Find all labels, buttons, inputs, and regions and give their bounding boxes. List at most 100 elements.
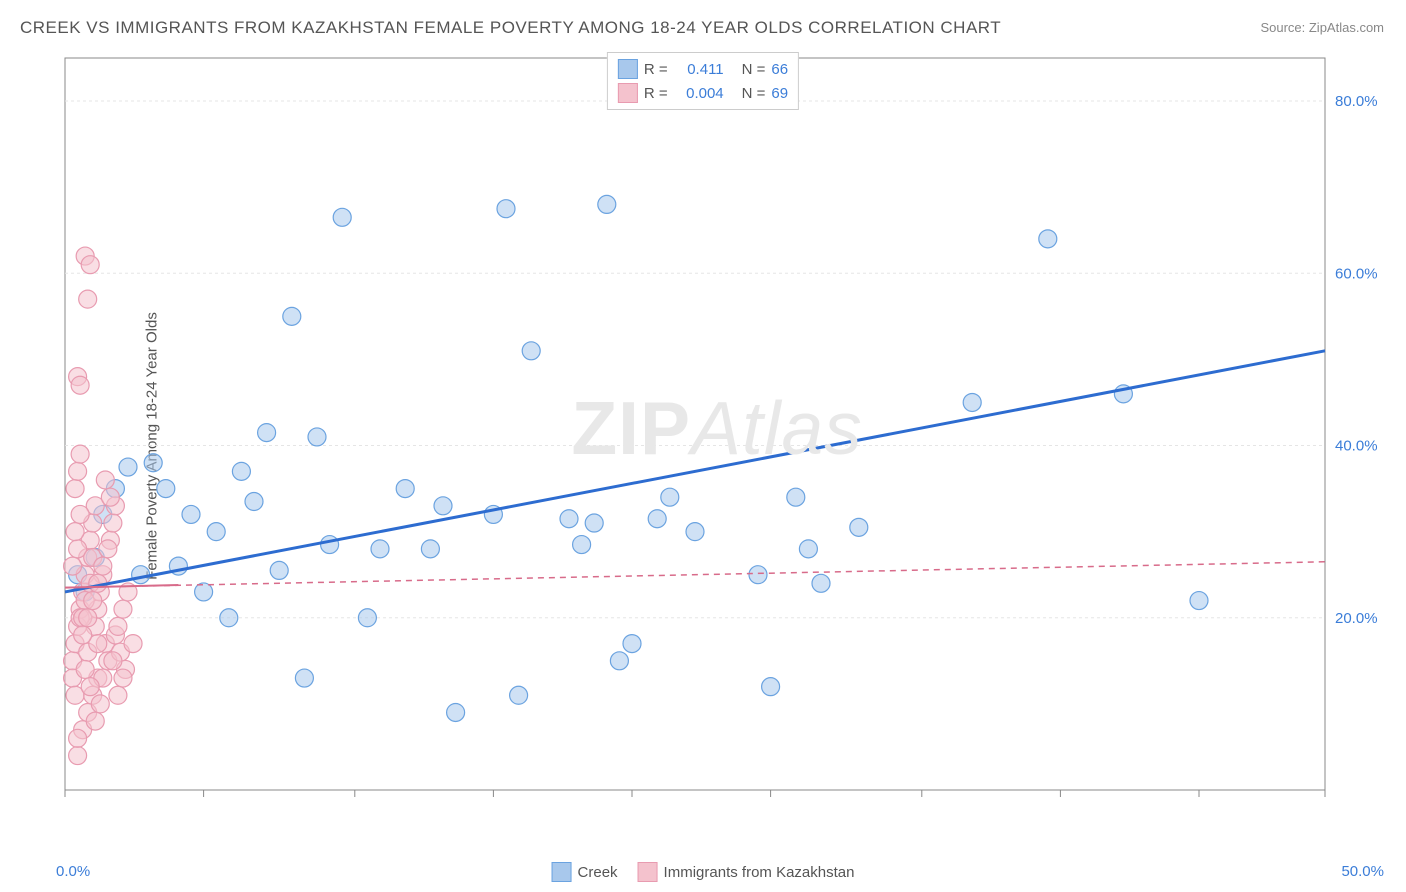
data-point <box>109 686 127 704</box>
data-point <box>850 518 868 536</box>
chart-container: CREEK VS IMMIGRANTS FROM KAZAKHSTAN FEMA… <box>0 0 1406 892</box>
legend-label: Immigrants from Kazakhstan <box>664 864 855 881</box>
data-point <box>283 307 301 325</box>
legend-n-value: 66 <box>771 61 788 78</box>
x-axis-min-label: 0.0% <box>56 863 90 880</box>
data-point <box>69 462 87 480</box>
data-point <box>1190 592 1208 610</box>
legend-item: Immigrants from Kazakhstan <box>638 862 855 882</box>
data-point <box>799 540 817 558</box>
data-point <box>573 536 591 554</box>
y-tick-label: 40.0% <box>1335 438 1378 455</box>
data-point <box>308 428 326 446</box>
data-point <box>623 635 641 653</box>
data-point <box>497 200 515 218</box>
legend-swatch <box>638 862 658 882</box>
data-point <box>76 660 94 678</box>
data-point <box>812 574 830 592</box>
y-tick-label: 60.0% <box>1335 265 1378 282</box>
data-point <box>96 471 114 489</box>
series-immigrants-from-kazakhstan <box>64 247 142 764</box>
data-point <box>749 566 767 584</box>
data-point <box>371 540 389 558</box>
legend-row: R = 0.411 N = 66 <box>618 57 788 81</box>
data-point <box>610 652 628 670</box>
data-point <box>69 747 87 765</box>
data-point <box>94 557 112 575</box>
watermark: ZIPAtlas <box>571 385 862 471</box>
data-point <box>144 454 162 472</box>
data-point <box>66 523 84 541</box>
data-point <box>104 514 122 532</box>
legend-swatch <box>618 83 638 103</box>
data-point <box>99 540 117 558</box>
data-point <box>245 493 263 511</box>
data-point <box>71 445 89 463</box>
data-point <box>182 505 200 523</box>
legend-swatch <box>618 59 638 79</box>
data-point <box>295 669 313 687</box>
data-point <box>787 488 805 506</box>
data-point <box>132 566 150 584</box>
legend-n-label: N = <box>742 85 766 102</box>
data-point <box>91 695 109 713</box>
data-point <box>321 536 339 554</box>
data-point <box>81 256 99 274</box>
data-point <box>220 609 238 627</box>
legend-r-label: R = <box>644 85 668 102</box>
legend-correlation: R = 0.411 N = 66 R = 0.004 N = 69 <box>607 52 799 110</box>
data-point <box>104 652 122 670</box>
x-axis-max-label: 50.0% <box>1341 863 1384 880</box>
data-point <box>270 561 288 579</box>
data-point <box>333 208 351 226</box>
y-tick-label: 80.0% <box>1335 93 1378 110</box>
data-point <box>585 514 603 532</box>
data-point <box>232 462 250 480</box>
data-point <box>648 510 666 528</box>
data-point <box>86 712 104 730</box>
data-point <box>69 729 87 747</box>
data-point <box>71 505 89 523</box>
data-point <box>207 523 225 541</box>
legend-swatch <box>552 862 572 882</box>
data-point <box>81 678 99 696</box>
data-point <box>258 424 276 442</box>
data-point <box>119 458 137 476</box>
data-point <box>434 497 452 515</box>
data-point <box>447 703 465 721</box>
data-point <box>109 617 127 635</box>
legend-item: Creek <box>552 862 618 882</box>
data-point <box>560 510 578 528</box>
data-point <box>64 557 82 575</box>
data-point <box>661 488 679 506</box>
y-tick-label: 20.0% <box>1335 610 1378 627</box>
legend-r-value: 0.004 <box>674 85 724 102</box>
data-point <box>66 480 84 498</box>
data-point <box>358 609 376 627</box>
data-point <box>79 609 97 627</box>
source-label: Source: ZipAtlas.com <box>1260 20 1384 35</box>
data-point <box>1039 230 1057 248</box>
legend-r-label: R = <box>644 61 668 78</box>
legend-n-value: 69 <box>771 85 788 102</box>
data-point <box>396 480 414 498</box>
legend-label: Creek <box>578 864 618 881</box>
legend-n-label: N = <box>742 61 766 78</box>
data-point <box>762 678 780 696</box>
data-point <box>124 635 142 653</box>
data-point <box>101 488 119 506</box>
data-point <box>114 669 132 687</box>
chart-title: CREEK VS IMMIGRANTS FROM KAZAKHSTAN FEMA… <box>20 18 1001 38</box>
data-point <box>421 540 439 558</box>
data-point <box>71 376 89 394</box>
data-point <box>963 393 981 411</box>
trend-line <box>65 562 1325 588</box>
data-point <box>522 342 540 360</box>
data-point <box>79 290 97 308</box>
data-point <box>510 686 528 704</box>
data-point <box>74 626 92 644</box>
data-point <box>686 523 704 541</box>
legend-row: R = 0.004 N = 69 <box>618 81 788 105</box>
data-point <box>598 195 616 213</box>
data-point <box>114 600 132 618</box>
